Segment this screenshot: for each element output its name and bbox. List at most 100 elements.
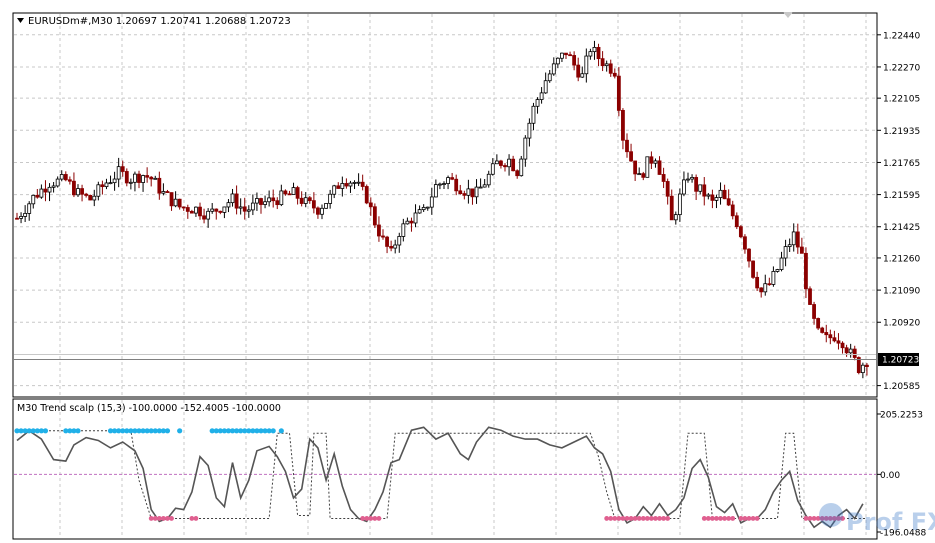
main-chart-pane[interactable]: EURUSDm#,M30 1.20697 1.20741 1.20688 1.2… [12,12,878,398]
candle-body [299,197,304,204]
candle-body [295,187,300,199]
price-tick-label: 1.22440 [883,31,920,41]
candle-body [287,193,292,196]
candle-body [706,194,711,197]
candle-body [824,332,829,336]
candle-body [828,334,833,339]
candle-body [503,165,507,168]
candle-body [665,181,670,197]
indicator-axis-ticks: 205.2253 0.00 -196.0488 [877,411,926,539]
candle-body [161,191,166,194]
indicator-tick-label: 0.00 [880,471,900,481]
bear-signal-dot [360,516,366,521]
bull-signal-dot [258,428,264,434]
candle-body [738,226,743,238]
candle-body [482,184,487,188]
candle-body [218,210,223,213]
price-axis[interactable]: 1.22440 1.22270 1.22105 1.21935 1.21765 1.215… [876,13,920,397]
bear-signal-dot [152,516,158,521]
candle-body [783,246,788,259]
bull-signal-dot [22,428,28,434]
candle-body [743,236,747,250]
watermark-logo-icon [819,503,843,527]
candle-body [519,158,524,177]
bear-signal-dot [665,516,671,521]
candle-body [206,210,211,220]
bear-signal-dot [608,516,614,521]
candle-body [189,211,194,214]
candle-body [661,174,666,182]
candle-body [352,182,357,184]
bull-signal-dot [246,428,252,434]
candle-body [234,193,239,209]
indicator-pane[interactable]: M30 Trend scalp (15,3) -100.0000 -152.40… [12,398,878,540]
candle-body [320,207,324,215]
candle-body [616,75,621,111]
candle-body [486,173,491,186]
candle-body [580,73,585,78]
price-tick-label: 1.21260 [883,254,920,264]
candle-body [791,231,796,246]
bear-signal-dot [169,516,174,521]
bear-signal-dot [750,516,756,521]
candle-body [730,204,735,217]
current-price-label: 1.20723 [882,356,919,366]
candle-body [865,364,869,368]
candle-body [425,206,430,209]
candle-body [344,183,349,187]
candle-body [539,92,544,100]
bull-signal-dot [152,428,158,434]
chart-shift-marker-icon[interactable] [783,12,793,18]
bear-signal-dot [616,516,622,521]
candle-body [242,206,247,212]
bear-signal-dot [165,516,170,521]
candle-body [442,183,446,185]
candle-body [462,193,467,196]
candle-body [604,63,609,67]
candle-body [340,183,345,189]
bear-signal-dot [722,516,727,521]
candle-body [43,188,48,193]
candle-body [271,197,276,202]
bear-signal-dot [156,516,162,521]
bear-signal-dot [710,516,715,521]
candle-body [466,188,471,196]
candle-body [531,105,536,124]
watermark-text: Prof FX [846,508,935,536]
bull-signal-dot [26,428,32,434]
candle-body [608,63,613,74]
candle-body [31,194,36,205]
bull-signal-dot [18,428,24,434]
bear-signal-dot [738,516,744,521]
candle-body [96,184,101,197]
candle-body [153,177,158,180]
candle-body [438,183,442,186]
candle-body [576,64,581,78]
candle-body [173,198,178,207]
candle-body [490,163,495,175]
indicator-axis[interactable]: 205.2253 0.00 -196.0488 [876,399,926,539]
bear-signal-dot [148,516,154,521]
bear-signal-dot [714,516,719,521]
bull-signal-dot [156,428,162,434]
candle-body [686,178,690,181]
bull-signal-dot [238,428,244,434]
candle-body [316,207,320,215]
dropdown-triangle-icon[interactable] [17,18,24,23]
candle-body [230,193,235,204]
candle-body [787,244,792,247]
candle-body [848,348,853,354]
bear-signal-dot [372,516,378,521]
candle-body [669,195,674,221]
candle-body [657,160,662,175]
candle-body [311,200,316,209]
candle-body [446,177,450,184]
candle-body [88,195,93,201]
candle-body [169,192,174,207]
indicator-tick-label: -196.0488 [880,529,926,539]
candle-body [543,80,548,94]
bull-signal-dot [140,428,146,434]
candle-body [499,160,503,166]
candle-body [393,244,398,249]
bear-signal-dot [161,516,166,521]
